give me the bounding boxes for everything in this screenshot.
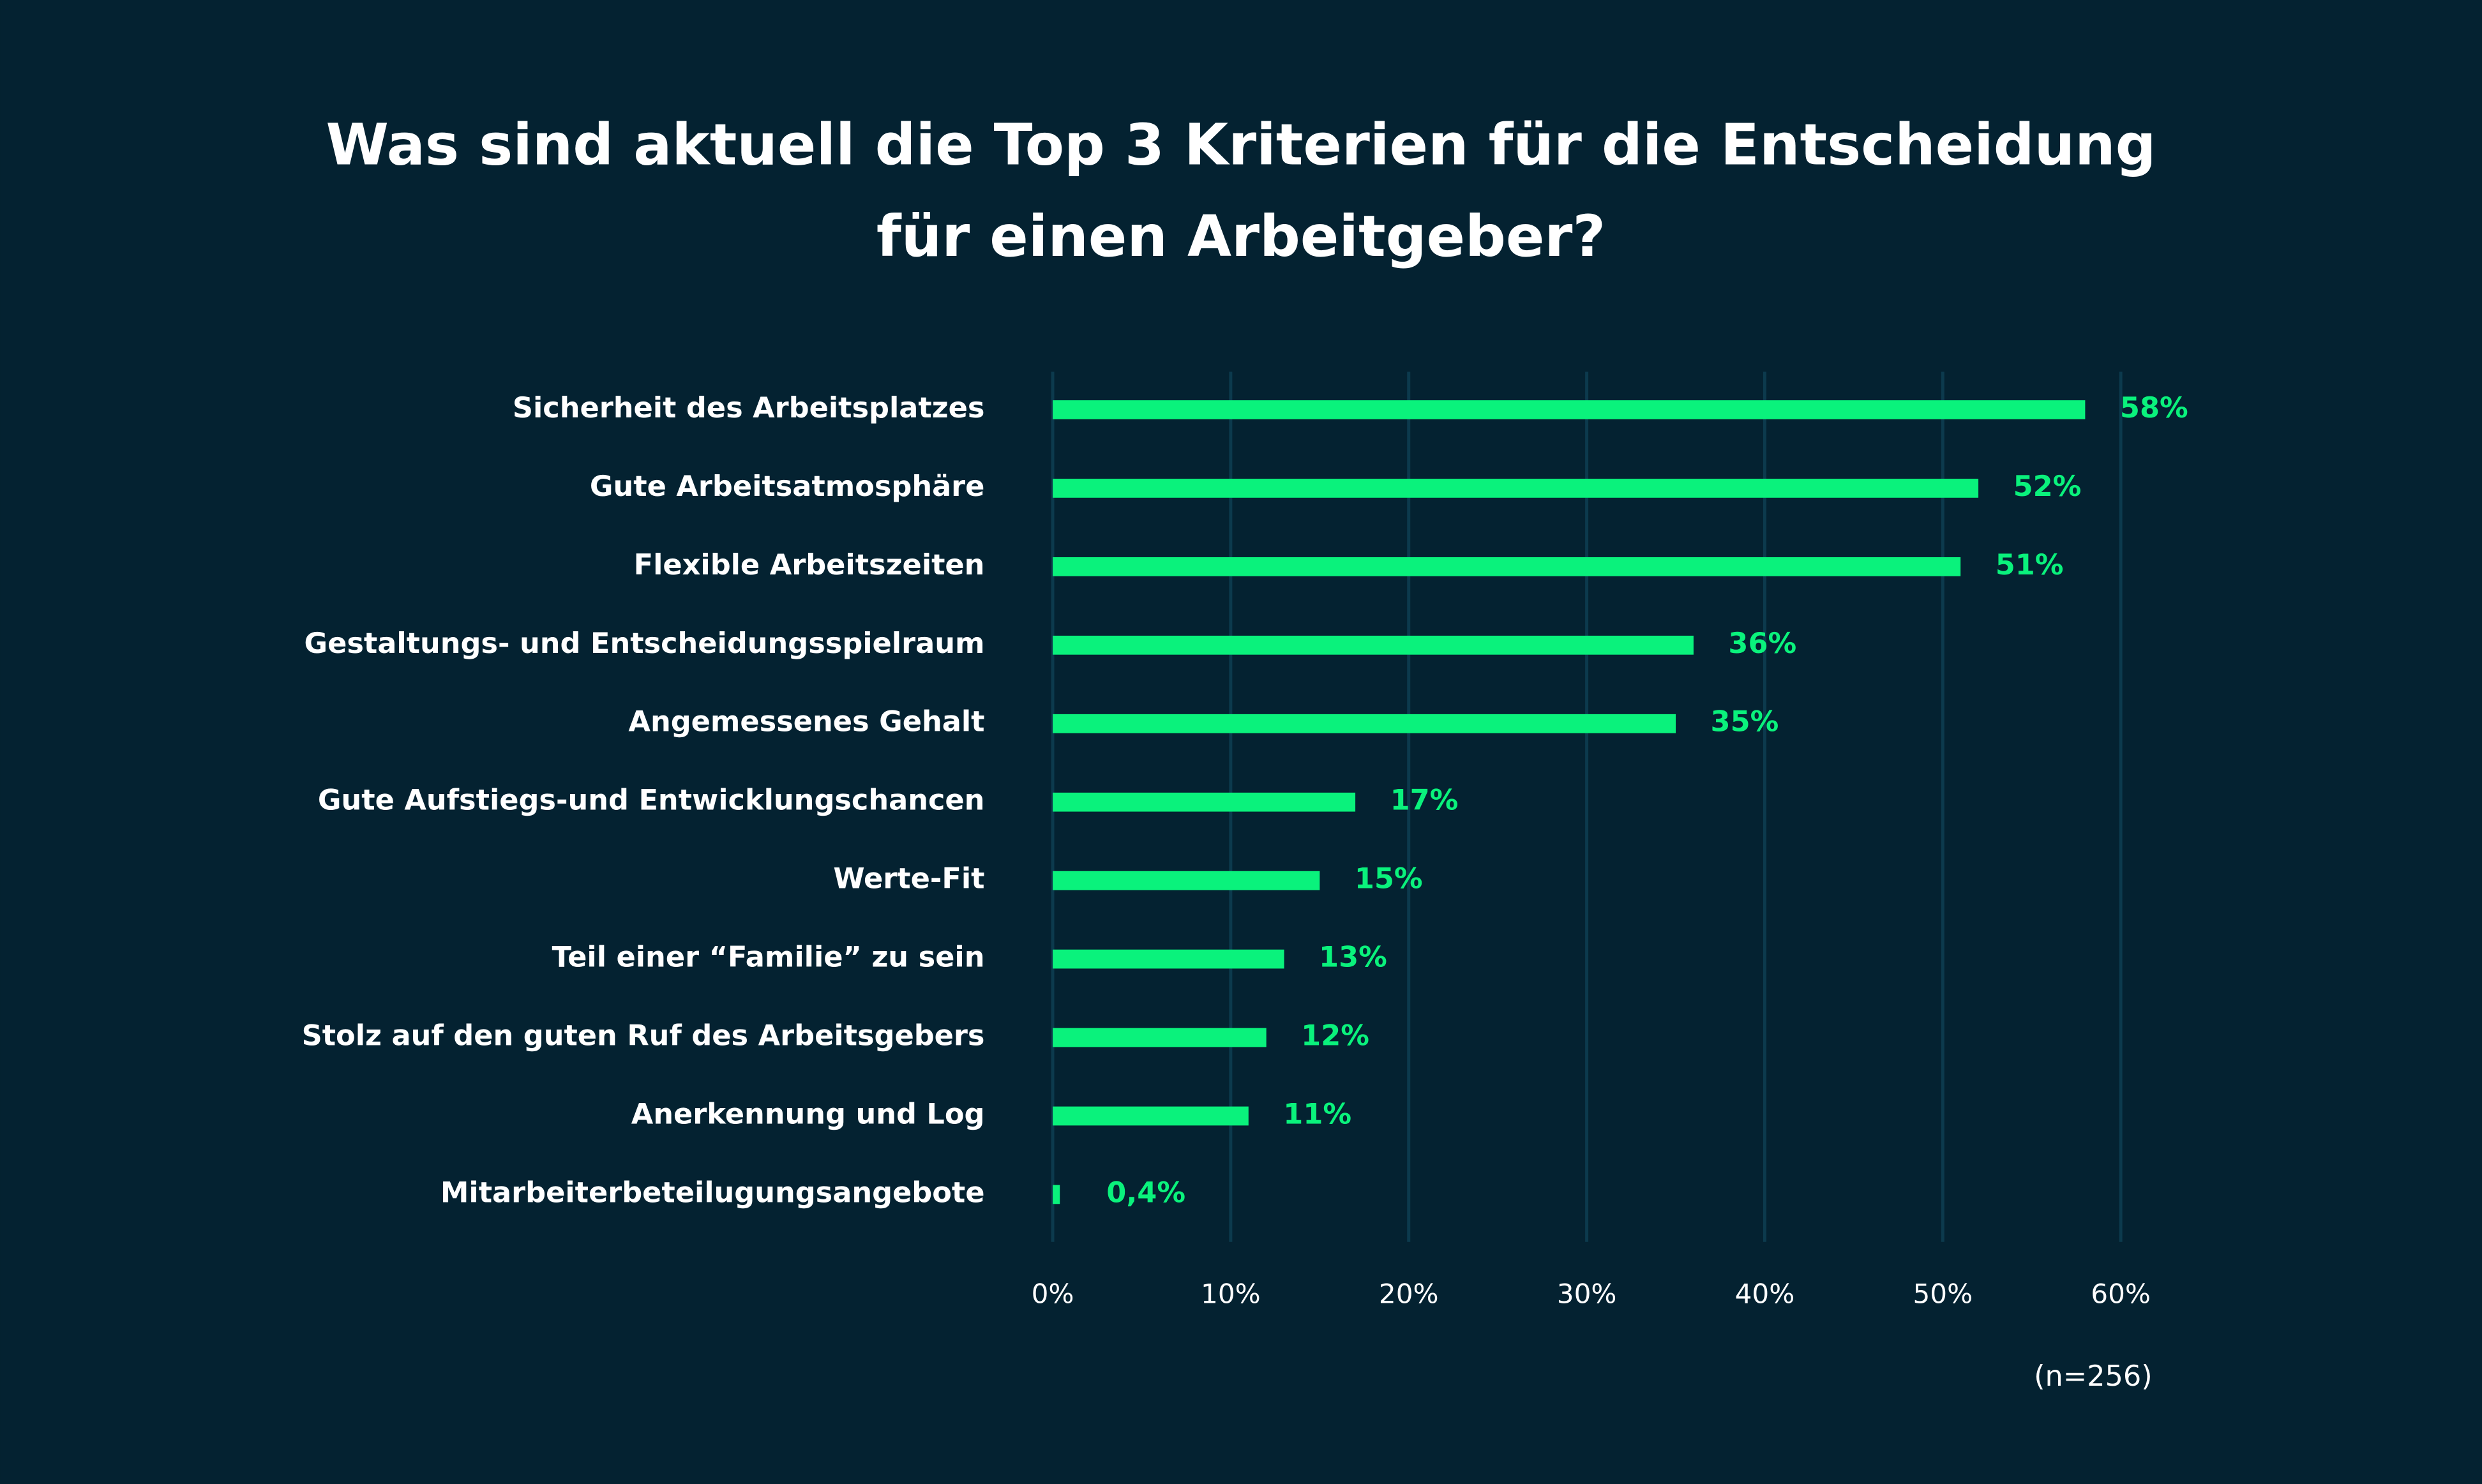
bar [1053, 1106, 1249, 1126]
y-tick-label: Gestaltungs- und Entscheidungsspielraum [305, 627, 985, 660]
y-tick-label: Werte-Fit [833, 862, 984, 896]
value-label: 17% [1390, 784, 1459, 817]
x-tick-label: 60% [2091, 1278, 2151, 1310]
y-tick-label: Gute Arbeitsatmosphäre [590, 470, 985, 503]
x-tick-label: 10% [1201, 1278, 1261, 1310]
annotation: (n=256) [2034, 1360, 2153, 1393]
value-label: 13% [1319, 941, 1387, 974]
bar [1053, 792, 1356, 812]
y-tick-label: Angemessenes Gehalt [628, 705, 984, 738]
bar [1053, 1028, 1267, 1047]
y-tick-label: Gute Aufstiegs-und Entwicklungschancen [318, 784, 985, 817]
x-tick-label: 30% [1557, 1278, 1617, 1310]
x-tick-label: 0% [1032, 1278, 1074, 1310]
value-label: 15% [1355, 862, 1423, 896]
value-label: 51% [1996, 548, 2064, 581]
bar [1053, 1185, 1060, 1204]
value-label: 11% [1283, 1097, 1351, 1130]
chart-title: Was sind aktuell die Top 3 Kriterien für… [326, 112, 2156, 178]
value-label: 0,4% [1106, 1176, 1185, 1209]
x-tick-label: 50% [1913, 1278, 1973, 1310]
bar [1053, 557, 1961, 576]
bar [1053, 949, 1284, 969]
x-tick-label: 40% [1735, 1278, 1795, 1310]
y-tick-label: Sicherheit des Arbeitsplatzes [513, 391, 985, 424]
bar [1053, 635, 1694, 655]
chart-title: für einen Arbeitgeber? [876, 204, 1606, 270]
value-label: 35% [1711, 705, 1779, 738]
y-tick-label: Stolz auf den guten Ruf des Arbeitsgeber… [302, 1019, 985, 1053]
value-label: 58% [2120, 391, 2188, 424]
y-tick-label: Anerkennung und Log [631, 1097, 985, 1130]
bar [1053, 400, 2086, 419]
value-label: 52% [2013, 470, 2082, 503]
bar [1053, 714, 1676, 733]
x-tick-label: 20% [1379, 1278, 1439, 1310]
y-tick-label: Flexible Arbeitszeiten [634, 548, 985, 581]
value-label: 12% [1301, 1019, 1369, 1053]
y-tick-label: Mitarbeiterbeteilugungsangebote [440, 1176, 984, 1209]
value-label: 36% [1728, 627, 1796, 660]
bar [1053, 871, 1320, 890]
bar [1053, 479, 1979, 498]
y-tick-label: Teil einer “Familie” zu sein [552, 941, 985, 974]
